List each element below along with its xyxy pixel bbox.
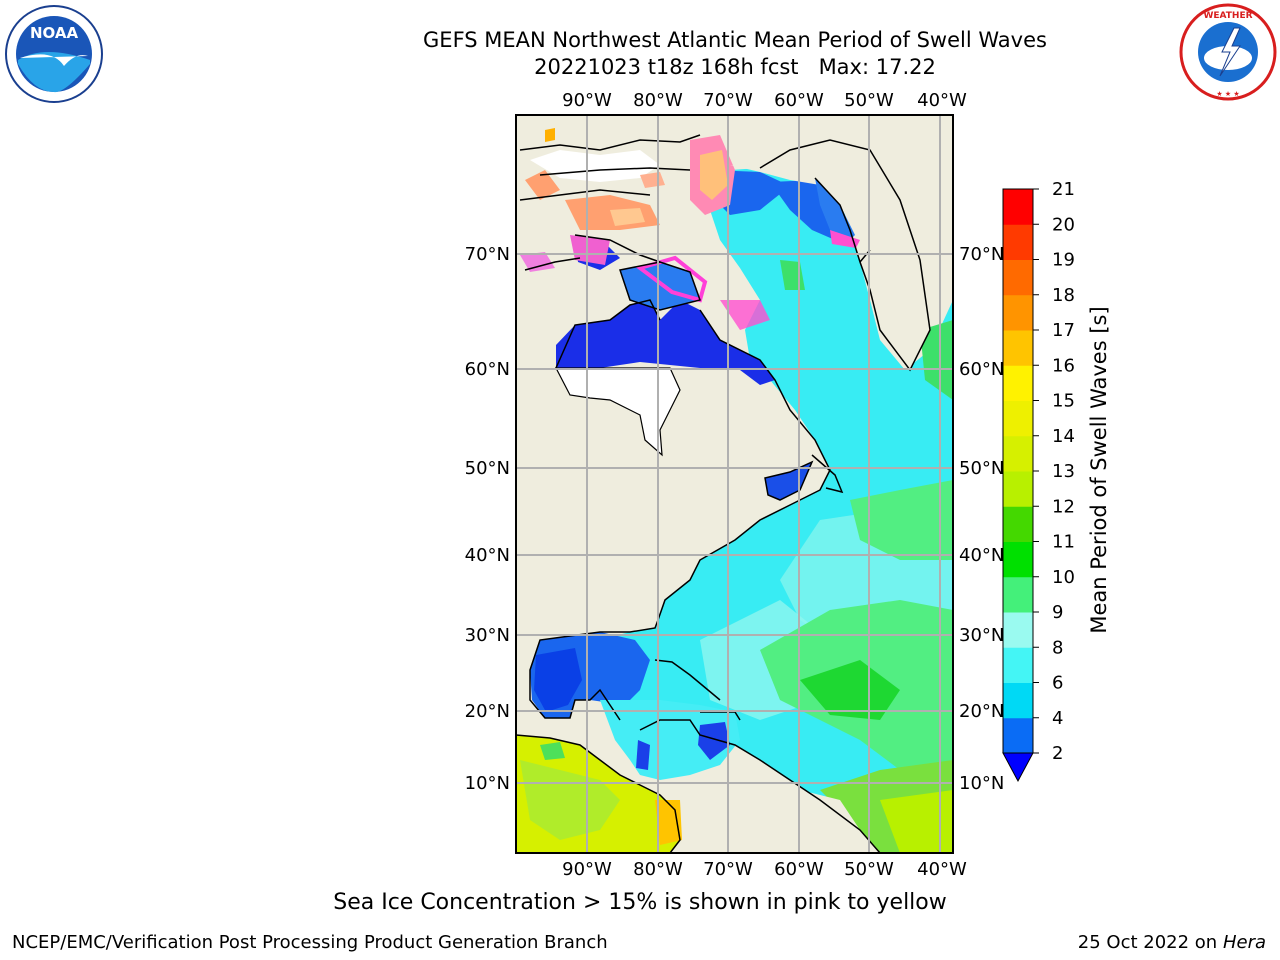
colorbar-tick-label: 14 [1052, 426, 1075, 447]
colorbar-swatch [1003, 576, 1033, 613]
colorbar-extend-triangle [1002, 752, 1034, 783]
colorbar-tick-label: 4 [1052, 708, 1063, 729]
colorbar-tick-label: 10 [1052, 567, 1075, 588]
colorbar-tick-label: 21 [1052, 179, 1075, 200]
colorbar-swatch [1003, 506, 1033, 542]
lat-label: 70°N [959, 244, 1004, 265]
lon-label: 80°W [633, 859, 683, 880]
lat-label: 40°N [465, 545, 510, 566]
colorbar-tick-label: 12 [1052, 496, 1075, 517]
lon-label: 60°W [774, 90, 824, 111]
colorbar-tick-label: 17 [1052, 320, 1075, 341]
svg-text:WEATHER: WEATHER [1203, 11, 1252, 21]
colorbar-swatch [1003, 541, 1033, 578]
lon-label: 90°W [562, 90, 612, 111]
colorbar-swatch [1003, 717, 1033, 754]
map-frame [515, 114, 954, 854]
lat-label: 20°N [465, 701, 510, 722]
colorbar-tick-label: 20 [1052, 214, 1075, 235]
lat-label: 60°N [959, 359, 1004, 380]
lon-label: 50°W [844, 859, 894, 880]
national-weather-service-logo-icon: WEATHER ★ ★ ★ [1179, 3, 1277, 101]
lat-label: 60°N [465, 359, 510, 380]
lon-label: 80°W [633, 90, 683, 111]
colorbar-swatch [1003, 400, 1033, 437]
noaa-logo-icon: NOAA [5, 5, 103, 103]
colorbar-swatch [1003, 294, 1033, 331]
colorbar-swatch [1003, 647, 1033, 683]
lon-label: 60°W [774, 859, 824, 880]
lon-labels-bottom: 90°W 80°W 70°W 60°W 50°W 40°W [562, 859, 967, 880]
colorbar-tick-label: 13 [1052, 461, 1075, 482]
colorbar-swatch [1003, 365, 1033, 401]
colorbar-swatch [1003, 189, 1033, 225]
lon-labels-top: 90°W 80°W 70°W 60°W 50°W 40°W [562, 90, 967, 111]
colorbar-tick-label: 2 [1052, 743, 1063, 764]
colorbar-swatch [1003, 612, 1033, 648]
lat-label: 50°N [465, 458, 510, 479]
chart-subtitle: 20221023 t18z 168h fcst Max: 17.22 [534, 55, 936, 79]
lat-label: 30°N [959, 625, 1004, 646]
colorbar-swatch [1003, 224, 1033, 260]
lon-label: 70°W [703, 859, 753, 880]
lon-label: 50°W [844, 90, 894, 111]
lat-label: 20°N [959, 701, 1004, 722]
lat-label: 40°N [959, 545, 1004, 566]
run-date-text: 25 Oct 2022 on [1077, 932, 1223, 953]
noaa-logo-text: NOAA [30, 24, 79, 42]
machine-name: Hera [1222, 932, 1266, 953]
svg-text:★ ★ ★: ★ ★ ★ [1216, 90, 1239, 98]
lat-labels-right: 70°N 60°N 50°N 40°N 30°N 20°N 10°N [959, 244, 1004, 794]
lat-label: 70°N [465, 244, 510, 265]
colorbar-tick-label: 8 [1052, 637, 1063, 658]
colorbar-label: Mean Period of Swell Waves [s] [1087, 306, 1111, 633]
lon-label: 90°W [562, 859, 612, 880]
producer-credit: NCEP/EMC/Verification Post Processing Pr… [12, 932, 608, 953]
colorbar-tick-label: 15 [1052, 391, 1075, 412]
colorbar-tick-label: 9 [1052, 602, 1063, 623]
colorbar-swatch [1003, 471, 1033, 507]
colorbar: 2 4 6 8 9 10 11 12 13 14 15 16 17 18 19 20 21 [1002, 179, 1075, 783]
colorbar-tick-label: 16 [1052, 355, 1075, 376]
chart-title: GEFS MEAN Northwest Atlantic Mean Period… [423, 28, 1047, 52]
sea-ice-note: Sea Ice Concentration > 15% is shown in … [333, 890, 947, 915]
colorbar-swatch [1003, 435, 1033, 472]
colorbar-swatch [1003, 330, 1033, 366]
colorbar-tick-label: 19 [1052, 250, 1075, 271]
lon-label: 40°W [917, 859, 967, 880]
colorbar-tick-label: 6 [1052, 673, 1063, 694]
colorbar-swatch [1003, 682, 1033, 719]
lat-label: 10°N [465, 773, 510, 794]
lat-label: 10°N [959, 773, 1004, 794]
colorbar-tick-label: 18 [1052, 285, 1075, 306]
colorbar-swatch [1003, 259, 1033, 296]
lat-label: 30°N [465, 625, 510, 646]
colorbar-tick-label: 11 [1052, 532, 1075, 553]
lat-labels-left: 70°N 60°N 50°N 40°N 30°N 20°N 10°N [465, 244, 510, 794]
hudson-bay [556, 300, 775, 385]
graticule [516, 115, 953, 853]
run-date: 25 Oct 2022 on Hera [1078, 932, 1266, 953]
lon-label: 40°W [917, 90, 967, 111]
lon-label: 70°W [703, 90, 753, 111]
lat-label: 50°N [959, 458, 1004, 479]
